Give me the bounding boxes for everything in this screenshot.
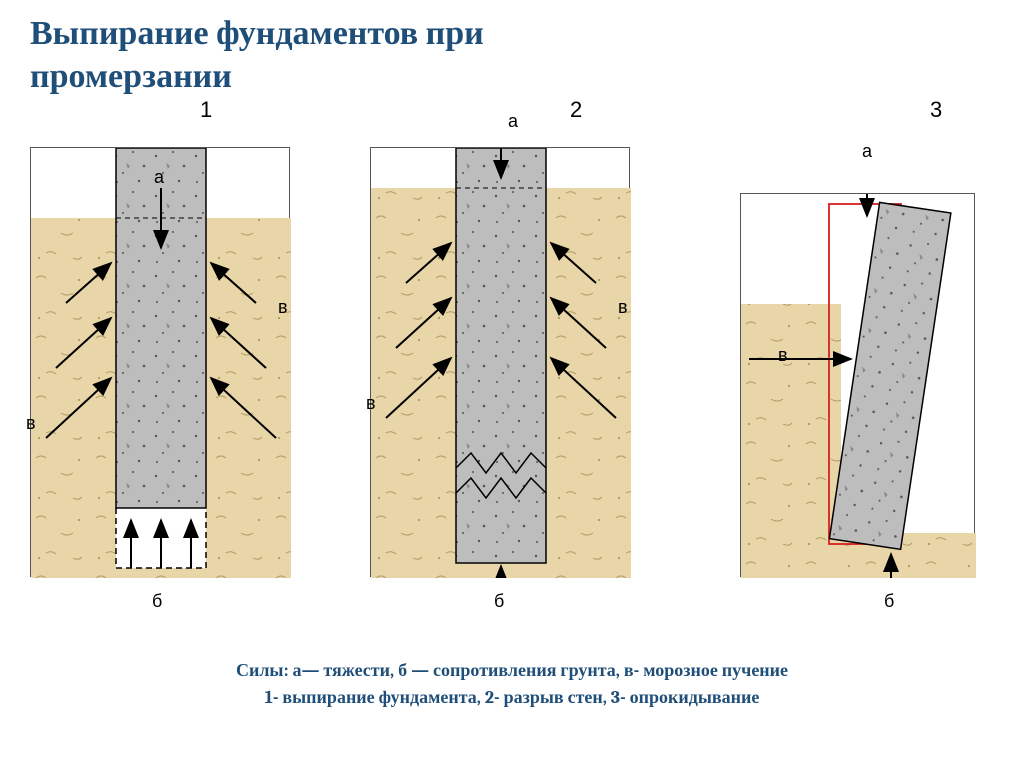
label-b-3: б <box>884 591 894 612</box>
label-v-3: в <box>778 345 788 366</box>
diagrams-row: 1 2 3 <box>0 97 1024 657</box>
caption-line1: Силы: а— тяжести, б — сопротивления грун… <box>236 660 788 681</box>
label-b-2: б <box>494 591 504 612</box>
label-v-2-right: в <box>618 297 628 318</box>
caption: Силы: а— тяжести, б — сопротивления грун… <box>0 657 1024 711</box>
diagram-number-1: 1 <box>200 97 212 123</box>
page-title: Выпирание фундаментов при промерзании <box>0 0 1024 97</box>
diagram-panel-1 <box>30 147 290 577</box>
label-v-1-left: в <box>26 413 36 434</box>
label-b-1: б <box>152 591 162 612</box>
diagram-number-2: 2 <box>570 97 582 123</box>
label-a-1: а <box>154 167 164 188</box>
caption-line2: 1- выпирание фундамента, 2- разрыв стен,… <box>265 687 760 708</box>
label-a-3: а <box>862 141 872 162</box>
label-v-2-left: в <box>366 393 376 414</box>
title-line1: Выпирание фундаментов при <box>30 13 484 53</box>
diagram-panel-3 <box>740 193 975 577</box>
label-v-1-right: в <box>278 297 288 318</box>
diagram-panel-2 <box>370 147 630 577</box>
label-a-2: а <box>508 111 518 132</box>
diagram-number-3: 3 <box>930 97 942 123</box>
title-line2: промерзании <box>30 56 232 96</box>
